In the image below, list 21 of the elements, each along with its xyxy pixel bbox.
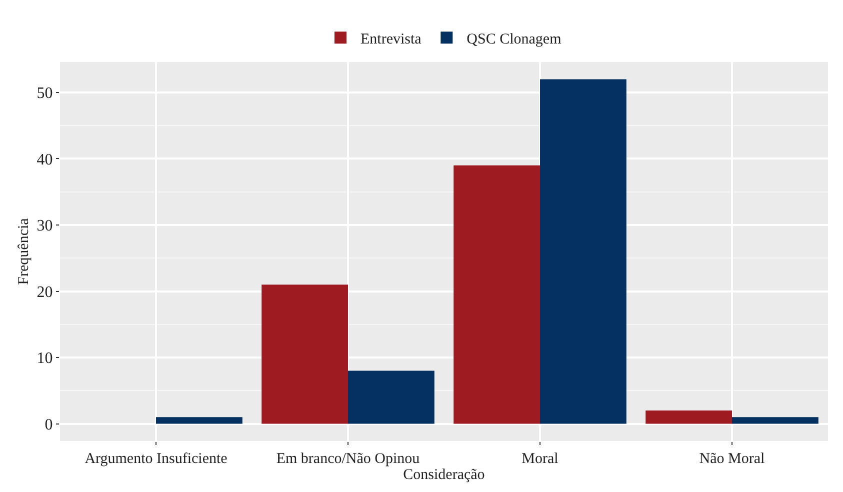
legend-label: Entrevista	[360, 32, 422, 48]
bar	[540, 79, 626, 424]
y-tick-label: 40	[36, 151, 53, 168]
y-tick-label: 30	[36, 218, 53, 235]
bar	[262, 284, 348, 424]
bar	[156, 417, 242, 424]
y-tick-label: 20	[36, 284, 53, 301]
x-tick-label: Em branco/Não Opinou	[276, 451, 420, 467]
x-tick-label: Não Moral	[699, 451, 765, 467]
x-tick-label: Moral	[522, 451, 558, 467]
x-axis-title: Consideração	[403, 467, 485, 483]
legend-label: QSC Clonagem	[466, 32, 562, 48]
y-tick-label: 10	[36, 350, 53, 368]
bar	[348, 370, 434, 424]
y-tick-label: 0	[44, 416, 53, 434]
y-tick-label: 50	[36, 85, 53, 102]
bar	[646, 410, 732, 424]
x-tick-label: Argumento Insuficiente	[84, 451, 228, 467]
y-axis-title: Frequência	[16, 218, 32, 285]
bar	[732, 417, 818, 424]
bar	[454, 165, 540, 424]
